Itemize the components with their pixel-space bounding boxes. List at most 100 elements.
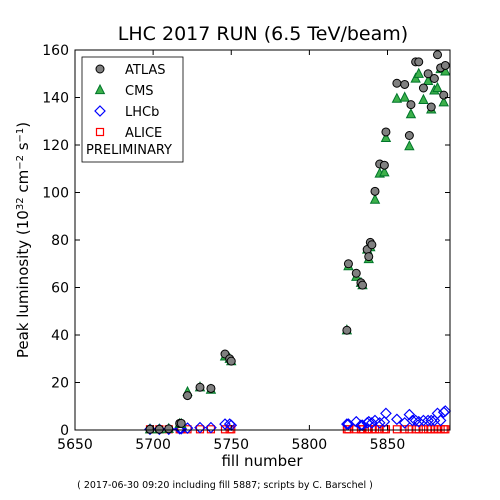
chart-title: LHC 2017 RUN (6.5 TeV/beam) xyxy=(118,23,408,45)
legend-label-atlas: ATLAS xyxy=(125,63,166,78)
y-tick-label: 40 xyxy=(51,328,69,344)
atlas-point xyxy=(195,382,205,392)
atlas-point xyxy=(226,356,236,366)
alice-point xyxy=(400,425,409,434)
y-tick-label: 120 xyxy=(42,138,69,154)
legend-marker-cms xyxy=(94,83,106,95)
alice-point xyxy=(358,425,367,434)
lhcb-point xyxy=(417,414,430,427)
cms-point xyxy=(399,91,410,102)
atlas-point xyxy=(392,78,402,88)
legend-entry-lhcb: LHCb xyxy=(94,105,159,120)
cms-point xyxy=(432,81,443,93)
cms-point xyxy=(405,108,417,119)
lhcb-point xyxy=(439,405,452,417)
x-tick-label: 5800 xyxy=(292,437,328,453)
atlas-point xyxy=(433,50,442,60)
legend-marker-atlas xyxy=(95,64,105,74)
alice-point xyxy=(344,425,353,434)
lhcb-point xyxy=(391,413,403,426)
legend-entry-atlas: ATLAS xyxy=(95,63,166,78)
alice-point xyxy=(375,425,384,434)
lhcb-point xyxy=(350,415,363,428)
lhcb-point xyxy=(412,415,425,428)
cms-point xyxy=(404,140,415,151)
cms-point xyxy=(380,131,392,142)
atlas-point xyxy=(381,127,391,137)
alice-point xyxy=(441,425,450,434)
legend-note: PRELIMINARY xyxy=(86,143,172,158)
legend-entries: ATLAS CMS LHCb ALICE xyxy=(94,63,166,141)
atlas-point xyxy=(426,102,436,112)
atlas-point xyxy=(358,280,367,290)
cms-point xyxy=(369,193,381,204)
legend-marker-lhcb xyxy=(94,105,106,117)
atlas-point xyxy=(406,100,416,110)
lhcb-point xyxy=(366,417,378,429)
cms-point xyxy=(438,96,449,107)
lhcb-point xyxy=(380,407,392,420)
atlas-point xyxy=(351,268,361,278)
alice-point xyxy=(405,425,414,434)
lhcb-point xyxy=(194,421,206,434)
lhcb-point xyxy=(434,414,447,427)
data-points xyxy=(144,50,452,436)
x-tick-label: 5650 xyxy=(57,437,93,453)
axis-ticks: 5650 5700 5750 5800 5850 0 20 40 60 80 100 120 140 16… xyxy=(42,43,450,453)
footnote: ( 2017-06-30 09:20 including fill 5887; … xyxy=(77,480,373,491)
atlas-point xyxy=(154,424,164,434)
atlas-point xyxy=(414,57,424,67)
atlas-point xyxy=(379,160,389,170)
atlas-point xyxy=(364,252,374,262)
alice-point xyxy=(220,425,230,434)
atlas-point xyxy=(418,83,428,93)
legend-label-alice: ALICE xyxy=(125,126,162,141)
lhcb-point xyxy=(341,418,353,430)
atlas-point xyxy=(343,259,353,269)
x-axis-label: fill number xyxy=(221,452,303,470)
y-tick-label: 140 xyxy=(42,91,69,107)
legend-entry-cms: CMS xyxy=(94,83,154,99)
alice-point xyxy=(392,425,401,434)
y-tick-label: 100 xyxy=(42,186,69,202)
series-atlas xyxy=(145,50,450,434)
x-tick-label: 5700 xyxy=(135,437,171,453)
atlas-point xyxy=(164,424,174,434)
atlas-point xyxy=(342,325,352,335)
cms-point xyxy=(379,166,390,177)
legend-marker-alice xyxy=(95,127,105,137)
y-tick-label: 160 xyxy=(42,43,69,59)
atlas-point xyxy=(423,69,433,79)
lhcb-point xyxy=(362,415,375,428)
atlas-point xyxy=(183,391,192,401)
legend-entry-alice: ALICE xyxy=(95,126,162,141)
y-tick-label: 60 xyxy=(51,281,69,297)
x-tick-label: 5850 xyxy=(370,437,406,453)
atlas-point xyxy=(370,186,380,196)
alice-point xyxy=(414,425,423,434)
cms-point xyxy=(413,67,424,78)
cms-point xyxy=(391,92,403,103)
atlas-point xyxy=(206,383,216,393)
y-tick-label: 80 xyxy=(51,233,69,249)
atlas-point xyxy=(176,418,186,428)
atlas-point xyxy=(404,131,414,140)
y-axis-label: Peak luminosity (1032 cm−2 s−1) xyxy=(14,122,32,358)
atlas-point xyxy=(145,424,155,434)
atlas-point xyxy=(429,74,439,83)
legend-label-lhcb: LHCb xyxy=(125,105,159,120)
lhcb-point xyxy=(378,415,391,428)
legend-box xyxy=(81,56,184,163)
y-tick-label: 0 xyxy=(60,423,69,439)
lhcb-point xyxy=(409,414,422,427)
atlas-point xyxy=(367,240,377,250)
legend-label-cms: CMS xyxy=(125,84,154,99)
lhcb-point xyxy=(425,414,438,427)
lhcb-point xyxy=(403,408,416,421)
y-tick-label: 20 xyxy=(51,376,69,392)
x-tick-label: 5750 xyxy=(213,437,249,453)
cms-point xyxy=(418,93,429,104)
atlas-point xyxy=(440,60,450,70)
series-lhcb xyxy=(144,405,452,436)
